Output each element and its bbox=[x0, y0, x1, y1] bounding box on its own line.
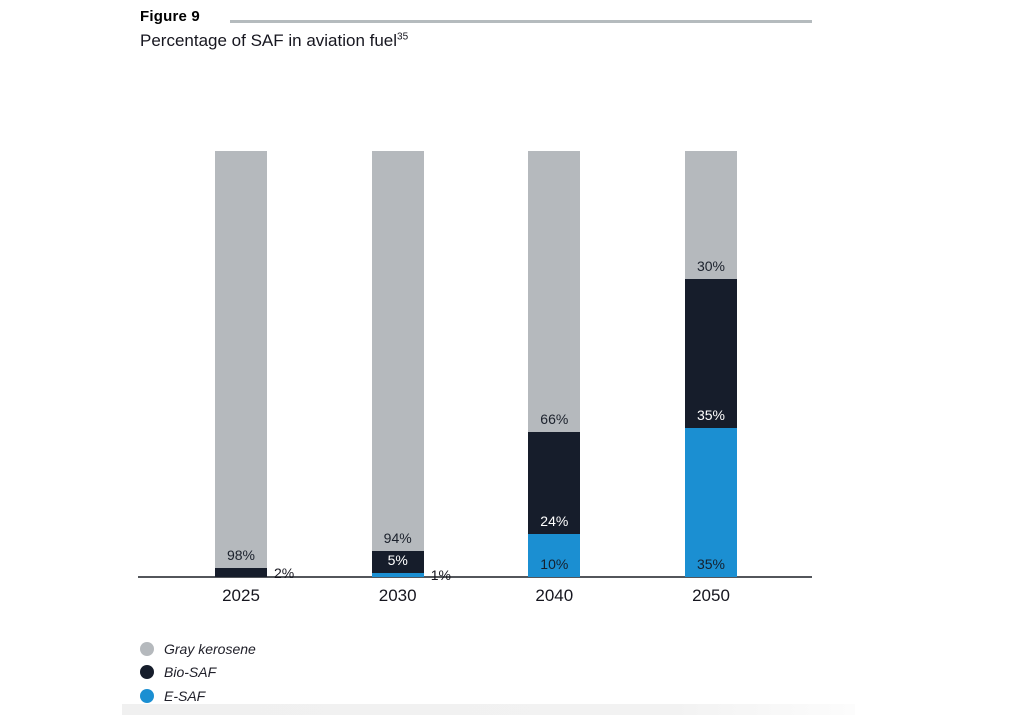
bar-segment-bio-saf-2040 bbox=[528, 432, 581, 535]
footnote-marker: 35 bbox=[397, 31, 409, 43]
value-label-gray-kerosene-2025: 98% bbox=[226, 547, 256, 564]
chart-title-text: Percentage of SAF in aviation fuel bbox=[140, 31, 398, 50]
x-tick-label-2030: 2030 bbox=[378, 586, 417, 605]
bar-segment-bio-saf-2050 bbox=[685, 278, 737, 428]
value-label-e-saf-2050: 35% bbox=[696, 556, 726, 572]
chart-title: Percentage of SAF in aviation fuel35 bbox=[140, 31, 408, 51]
legend-label: E-SAF bbox=[164, 688, 206, 704]
value-label-gray-kerosene-2050: 30% bbox=[696, 257, 726, 274]
bar-segment-gray-kerosene-2025 bbox=[215, 151, 267, 569]
value-label-e-saf-2040: 10% bbox=[540, 556, 569, 572]
legend-swatch-icon bbox=[140, 665, 154, 679]
bar-segment-gray-kerosene-2040 bbox=[528, 151, 581, 433]
x-tick-label-2050: 2050 bbox=[692, 586, 730, 605]
legend-swatch-icon bbox=[140, 689, 154, 703]
bar-segment-bio-saf-2025 bbox=[215, 568, 267, 577]
value-label-gray-kerosene-2040: 66% bbox=[540, 411, 569, 428]
x-tick-label-2040: 2040 bbox=[535, 586, 574, 605]
bar-segment-e-saf-2050 bbox=[685, 427, 737, 577]
x-tick-label-2025: 2025 bbox=[222, 586, 260, 605]
value-label-gray-kerosene-2030: 94% bbox=[383, 530, 412, 547]
figure-header-rule bbox=[230, 20, 812, 23]
bar-segment-gray-kerosene-2050 bbox=[685, 151, 737, 279]
figure-label: Figure 9 bbox=[140, 8, 200, 25]
value-label-bio-saf-2040: 24% bbox=[540, 513, 569, 530]
bar-segment-gray-kerosene-2030 bbox=[371, 151, 424, 552]
value-label-outside-2025: 2% bbox=[274, 564, 295, 581]
x-axis-line bbox=[138, 576, 812, 578]
legend-swatch-icon bbox=[140, 642, 154, 656]
value-label-bio-saf-2050: 35% bbox=[696, 406, 726, 423]
bar-segment-e-saf-2040 bbox=[528, 534, 581, 577]
value-label-outside-2030: 1% bbox=[430, 566, 451, 583]
legend-label: Gray kerosene bbox=[164, 641, 256, 657]
legend-label: Bio-SAF bbox=[164, 664, 217, 680]
value-label-bio-saf-2030: 5% bbox=[387, 551, 408, 568]
bar-segment-e-saf-2030 bbox=[371, 572, 424, 577]
bar-segment-bio-saf-2030 bbox=[371, 551, 424, 573]
page-bottom-edge bbox=[122, 704, 855, 715]
